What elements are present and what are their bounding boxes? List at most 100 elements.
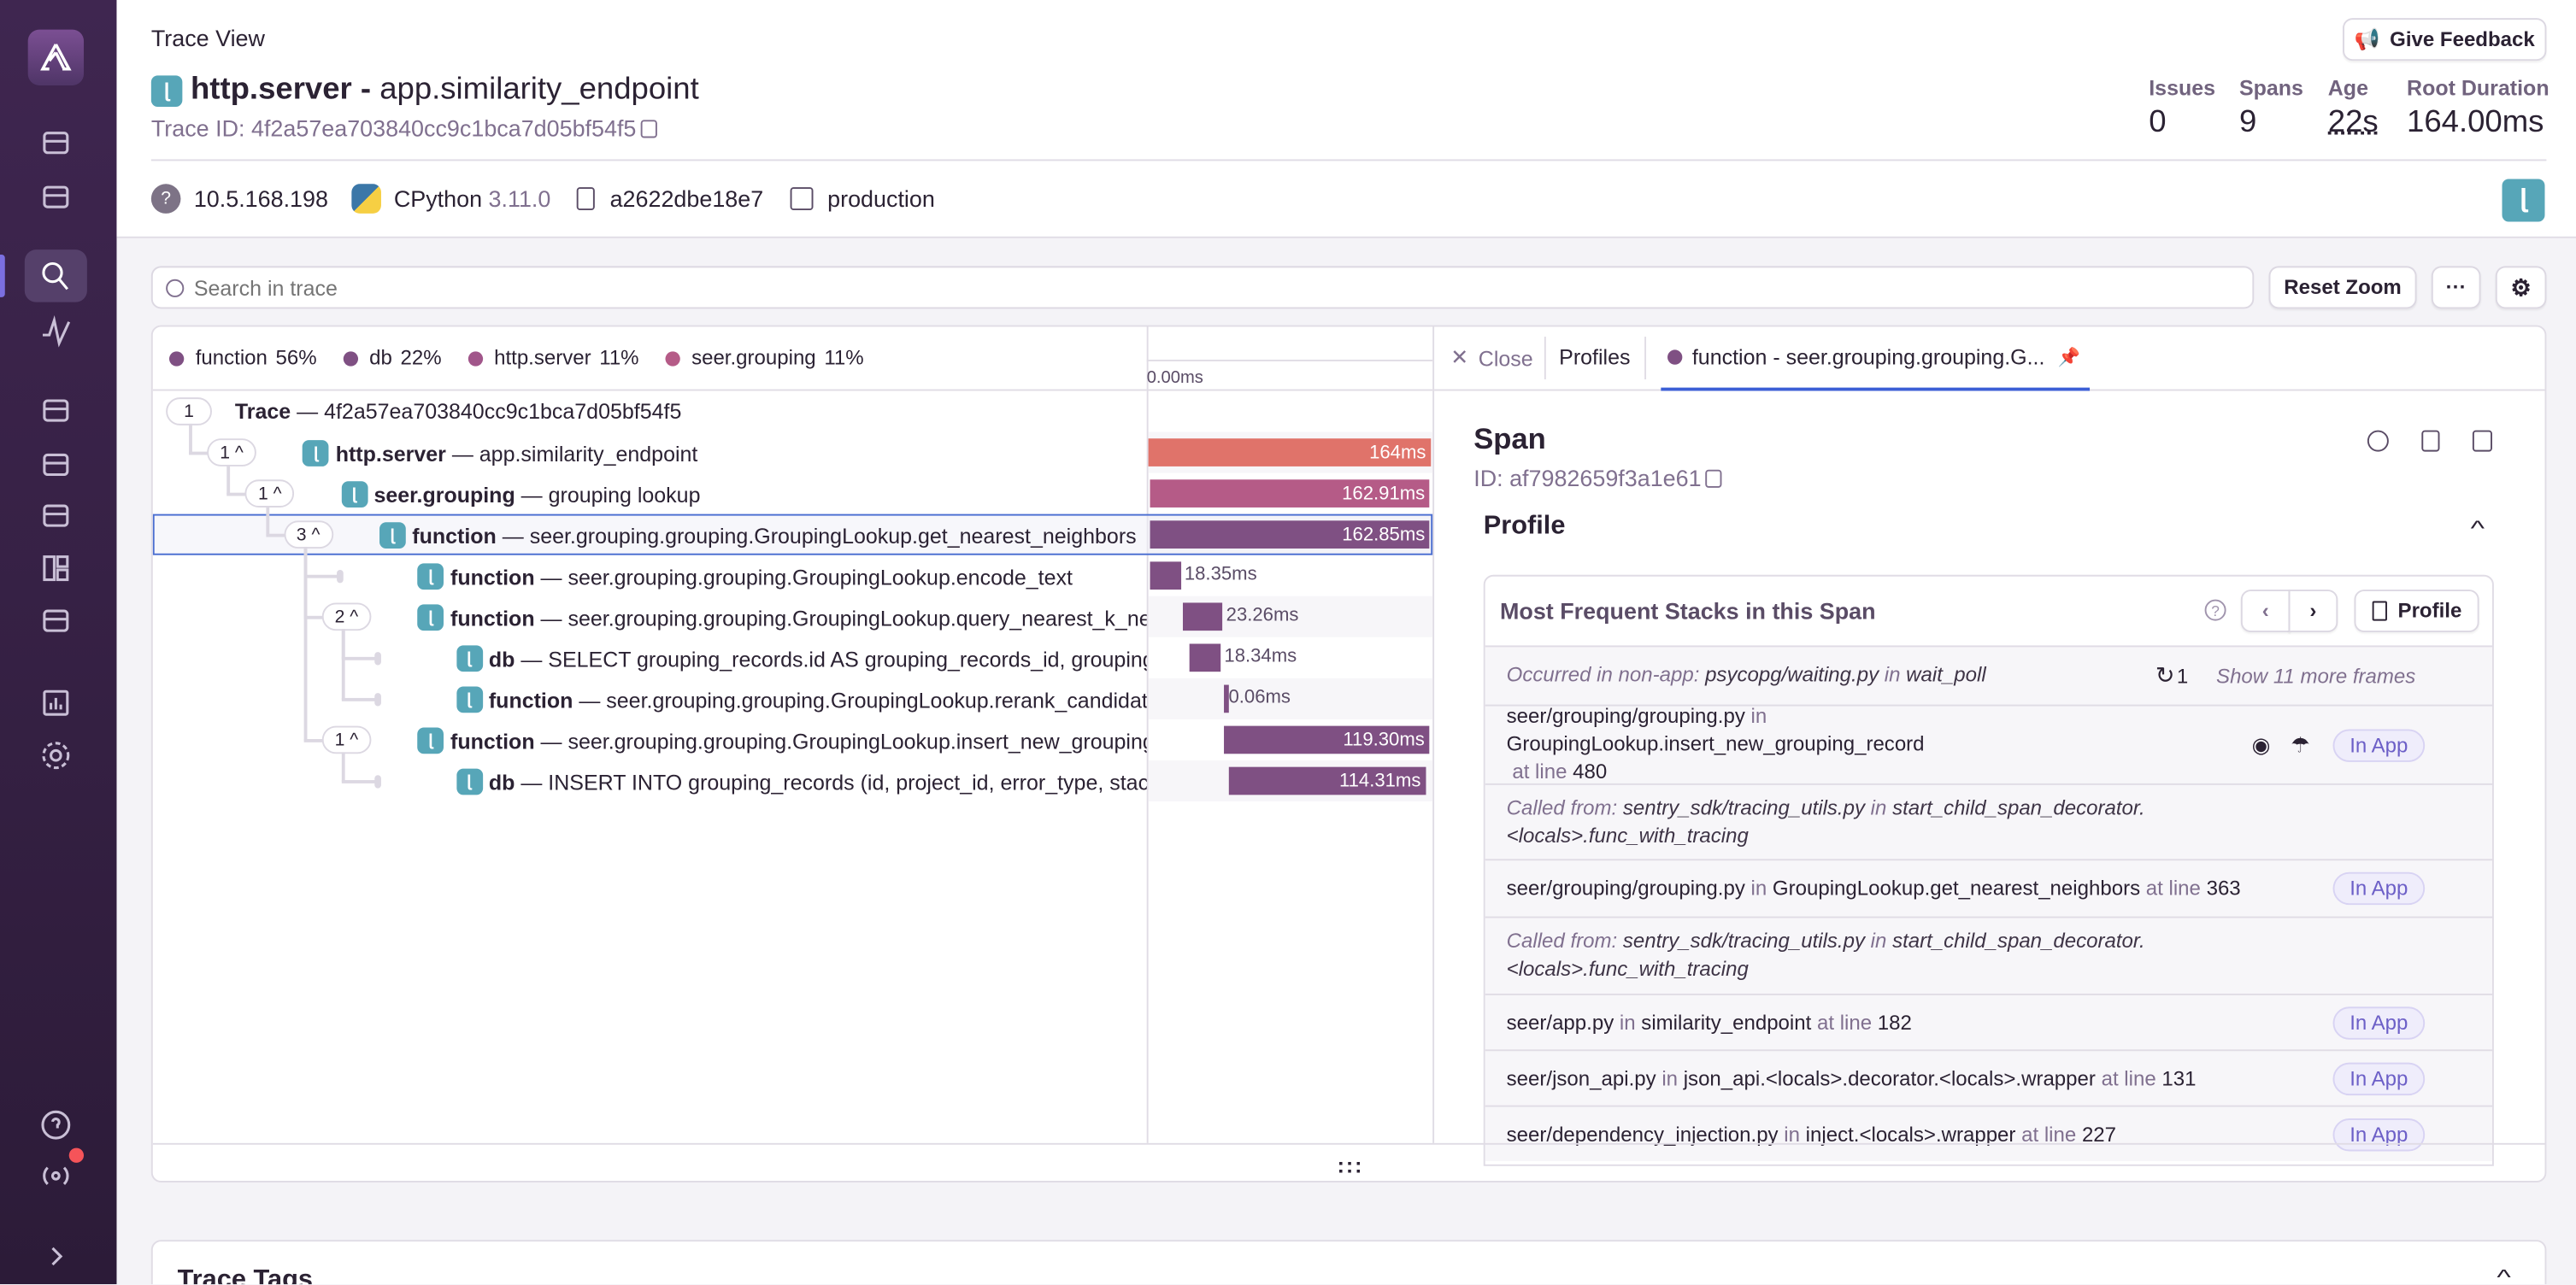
legend-label: seer.grouping — [691, 346, 816, 370]
search-field[interactable] — [150, 266, 2255, 309]
tab-active-span[interactable]: function - seer.grouping.grouping.G... 📌 — [1661, 327, 2091, 391]
span-op: function — [412, 523, 497, 549]
legend-item-db[interactable]: db 22% — [343, 347, 442, 369]
span-row[interactable]: 2 ^ ɭ function — seer.grouping.grouping.Gr… — [153, 596, 1147, 637]
span-bar[interactable]: 119.30ms — [1224, 725, 1430, 754]
help-icon[interactable]: ? — [2204, 599, 2226, 621]
expand-icon[interactable] — [38, 1238, 74, 1274]
github-icon[interactable]: ◉ — [2251, 731, 2271, 757]
stack-frame-row[interactable]: seer/app.py in similarity_endpoint at li… — [1485, 993, 2492, 1050]
span-bar[interactable]: 162.91ms — [1149, 479, 1431, 508]
span-bar[interactable] — [1223, 684, 1229, 713]
feedback-icon[interactable] — [38, 392, 74, 428]
resize-drag-handle[interactable]: ::: — [152, 1142, 2545, 1181]
more-options-button[interactable]: ··· — [2431, 266, 2481, 309]
timeline-row[interactable]: 18.34ms — [1147, 637, 1432, 678]
profiling-icon[interactable] — [2421, 430, 2440, 452]
timeline-row[interactable]: 0.06ms — [1147, 678, 1432, 719]
copy-icon[interactable] — [641, 119, 658, 138]
timeline-row[interactable]: 23.26ms — [1147, 596, 1432, 637]
timeline-row[interactable]: 119.30ms — [1147, 719, 1432, 760]
show-more-frames-link[interactable]: Show 11 more frames — [2216, 664, 2416, 688]
timeline-row[interactable]: 162.85ms — [1147, 514, 1432, 555]
codecov-icon[interactable]: ☂ — [2291, 731, 2310, 757]
span-row[interactable]: ɭ function — seer.grouping.grouping.Group… — [153, 678, 1147, 719]
alerts-icon[interactable] — [38, 497, 74, 533]
legend-item-http.server[interactable]: http.server 11% — [468, 346, 639, 370]
stacks-card: Most Frequent Stacks in this Span ? ‹ › … — [1483, 574, 2494, 1166]
stack-frame-row[interactable]: Called from: sentry_sdk/tracing_utils.py… — [1485, 783, 2492, 860]
chevron-up-icon[interactable]: ^ — [2497, 1264, 2511, 1285]
settings-gear-icon[interactable]: ⚙ — [2495, 266, 2547, 309]
explore-icon[interactable] — [38, 258, 74, 294]
span-row[interactable]: 1 ^ ɭ seer.grouping — grouping lookup — [153, 473, 1147, 514]
sentry-logo[interactable] — [27, 29, 85, 85]
span-row[interactable]: 1 Trace — 4f2a57ea703840cc9c1bca7d05bf54f… — [153, 390, 1147, 431]
span-row[interactable]: 3 ^ ɭ function — seer.grouping.grouping.Gr… — [153, 514, 1147, 555]
span-duration: 18.35ms — [1184, 565, 1257, 585]
span-bar[interactable] — [1189, 643, 1221, 672]
drawer-divider — [1432, 326, 1435, 1143]
legend-item-function[interactable]: function 56% — [168, 347, 317, 369]
span-row[interactable]: ɭ db — INSERT INTO grouping_records (id, … — [153, 760, 1147, 801]
stack-frame-row[interactable]: seer/json_api.py in json_api.<locals>.de… — [1485, 1049, 2492, 1106]
legend-item-seer.grouping[interactable]: seer.grouping 11% — [665, 346, 864, 370]
issues-icon[interactable] — [38, 125, 74, 161]
close-tab[interactable]: ✕ Close — [1450, 345, 1532, 372]
reset-zoom-button[interactable]: Reset Zoom — [2268, 266, 2417, 309]
expand-toggle-badge[interactable]: 3 ^ — [283, 520, 333, 549]
dashboards-icon[interactable] — [38, 550, 74, 586]
span-sep: — — [515, 482, 549, 507]
span-bar[interactable] — [1182, 602, 1223, 631]
expand-toggle-badge[interactable]: 1 ^ — [321, 725, 372, 754]
performance-icon[interactable] — [38, 314, 74, 349]
span-op: http.server — [335, 441, 446, 466]
releases-icon[interactable] — [38, 447, 74, 483]
timeline-row[interactable]: 164ms — [1147, 432, 1432, 473]
copy-icon[interactable] — [1704, 468, 1721, 487]
stack-frame-row[interactable]: seer/grouping/grouping.py in GroupingLoo… — [1485, 704, 2492, 783]
expand-toggle-badge[interactable]: 1 ^ — [244, 479, 295, 508]
stack-frame-row[interactable]: Occurred in non-app: psycopg/waiting.py … — [1485, 645, 2492, 705]
search-input[interactable] — [193, 274, 2166, 300]
span-row[interactable]: ɭ function — seer.grouping.grouping.Group… — [153, 555, 1147, 596]
settings-icon[interactable] — [38, 737, 74, 773]
tree-connector — [342, 629, 346, 700]
column-divider[interactable] — [1146, 326, 1149, 1143]
pin-icon[interactable]: 📌 — [2057, 348, 2081, 368]
broadcast-icon[interactable] — [38, 1147, 85, 1194]
stack-frame-row[interactable]: Called from: sentry_sdk/tracing_utils.py… — [1485, 916, 2492, 994]
help-icon[interactable] — [38, 1107, 74, 1143]
open-profile-button[interactable]: Profile — [2354, 590, 2479, 633]
span-bar[interactable]: 162.85ms — [1149, 520, 1431, 549]
timeline-row[interactable]: 18.35ms — [1147, 555, 1432, 596]
panel-layout-icon[interactable] — [2472, 430, 2492, 452]
span-bar[interactable] — [1149, 561, 1181, 590]
give-feedback-button[interactable]: 📢 Give Feedback — [2343, 18, 2547, 62]
expand-toggle-badge[interactable]: 1 — [166, 397, 212, 425]
frame-text: seer/dependency_injection.py in inject.<… — [1507, 1123, 2116, 1146]
stats-icon[interactable] — [38, 685, 74, 721]
span-row[interactable]: 1 ^ ɭ function — seer.grouping.grouping.Gr… — [153, 719, 1147, 760]
frame-function: json_api.<locals>.decorator.<locals>.wra… — [1683, 1066, 2096, 1090]
archive-icon[interactable] — [38, 602, 74, 638]
next-stack-button[interactable]: › — [2288, 590, 2338, 633]
projects-icon[interactable] — [38, 179, 74, 215]
span-row[interactable]: ɭ db — SELECT grouping_records.id AS grou… — [153, 637, 1147, 678]
span-bar[interactable]: 114.31ms — [1228, 766, 1426, 795]
chevron-up-icon[interactable]: ^ — [2470, 515, 2485, 541]
expand-toggle-badge[interactable]: 2 ^ — [321, 602, 372, 631]
expand-toggle-badge[interactable]: 1 ^ — [207, 438, 256, 466]
timeline-row[interactable]: 162.91ms — [1147, 473, 1432, 514]
span-row[interactable]: 1 ^ ɭ http.server — app.similarity_endpoin… — [153, 432, 1147, 473]
tab-profiles[interactable]: Profiles — [1559, 344, 1631, 370]
stack-frame-row[interactable]: seer/dependency_injection.py in inject.<… — [1485, 1105, 2492, 1161]
frame-at-line: at line — [1506, 760, 1573, 783]
span-bar[interactable]: 164ms — [1148, 438, 1432, 466]
timeline-row[interactable]: 114.31ms — [1147, 760, 1432, 801]
legend-label: http.server — [494, 346, 591, 370]
focus-target-icon[interactable] — [2367, 430, 2389, 452]
stack-frame-row[interactable]: seer/grouping/grouping.py in GroupingLoo… — [1485, 859, 2492, 917]
previous-stack-button[interactable]: ‹ — [2240, 590, 2291, 633]
stat-age-value[interactable]: 22s — [2327, 105, 2379, 140]
